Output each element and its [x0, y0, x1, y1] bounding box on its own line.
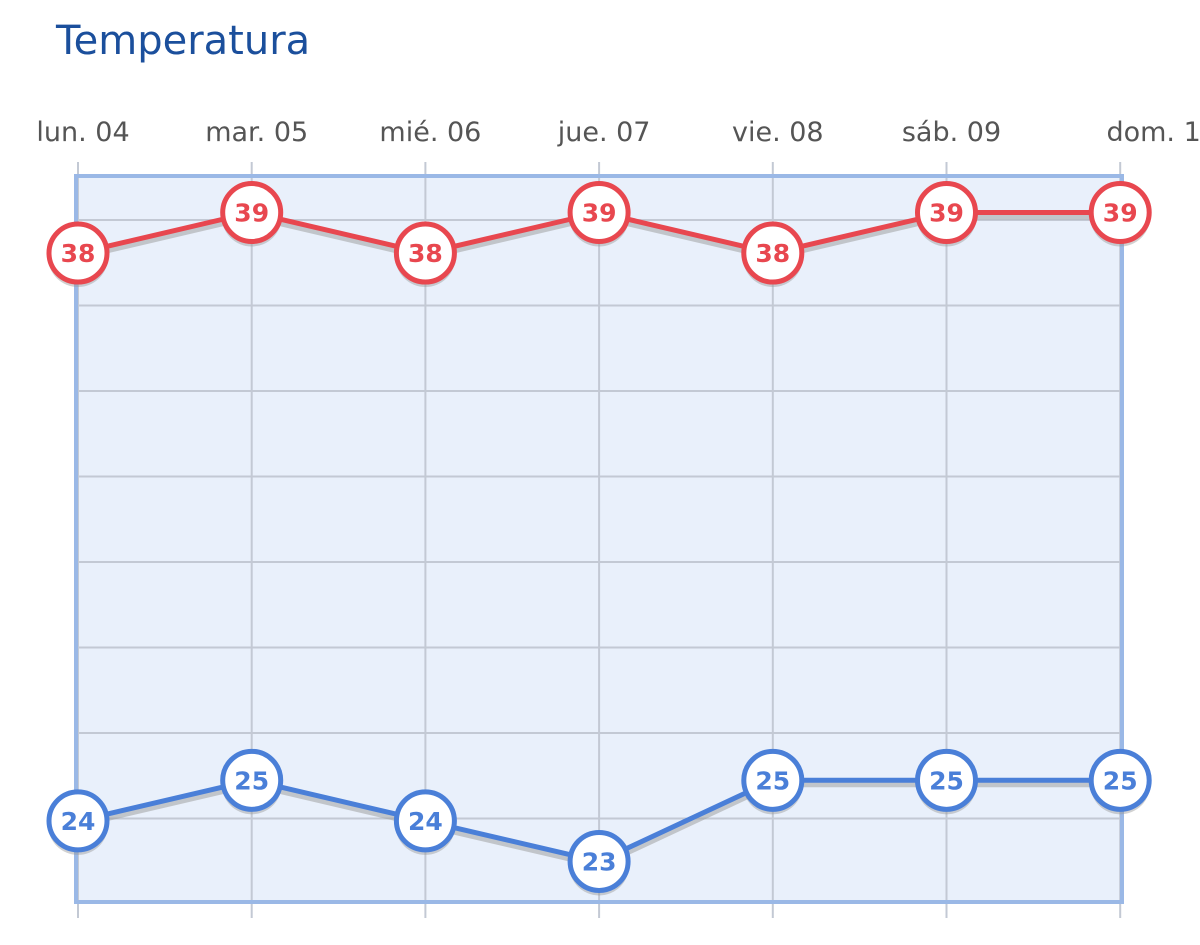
- point-marker: [46, 221, 110, 285]
- x-tick-label: dom. 10: [1106, 117, 1200, 148]
- data-label: 38: [408, 239, 443, 268]
- point-marker: [1088, 181, 1152, 245]
- point-marker: [915, 181, 978, 245]
- x-tick-label: vie. 08: [732, 117, 824, 148]
- point-marker: [220, 181, 284, 245]
- data-label: 24: [61, 807, 96, 836]
- x-tick-label: mar. 05: [205, 117, 308, 148]
- data-label: 23: [582, 847, 617, 876]
- x-tick-label: sáb. 09: [902, 117, 1001, 148]
- data-label: 25: [929, 766, 964, 795]
- data-label: 39: [234, 199, 269, 228]
- point-marker: [741, 221, 805, 285]
- data-label: 25: [755, 766, 790, 795]
- point-marker: [220, 748, 284, 812]
- point-marker: [567, 829, 631, 893]
- data-label: 38: [61, 239, 96, 268]
- data-label: 39: [1103, 199, 1138, 228]
- data-label: 25: [1103, 766, 1138, 795]
- point-marker: [1088, 748, 1152, 812]
- plot-border: [74, 174, 1124, 904]
- data-label: 24: [408, 807, 443, 836]
- x-tick-label: mié. 06: [379, 117, 481, 148]
- data-label: 39: [582, 199, 617, 228]
- data-label: 25: [234, 766, 269, 795]
- data-label: 39: [929, 199, 964, 228]
- point-marker: [46, 789, 110, 853]
- data-label: 38: [755, 239, 790, 268]
- point-marker: [393, 221, 457, 285]
- point-marker: [567, 181, 631, 245]
- point-marker: [915, 748, 978, 812]
- x-tick-label: lun. 04: [36, 117, 129, 148]
- point-marker: [393, 789, 457, 853]
- chart-title: Temperatura: [56, 18, 311, 64]
- x-tick-label: jue. 07: [557, 117, 651, 148]
- point-marker: [741, 748, 805, 812]
